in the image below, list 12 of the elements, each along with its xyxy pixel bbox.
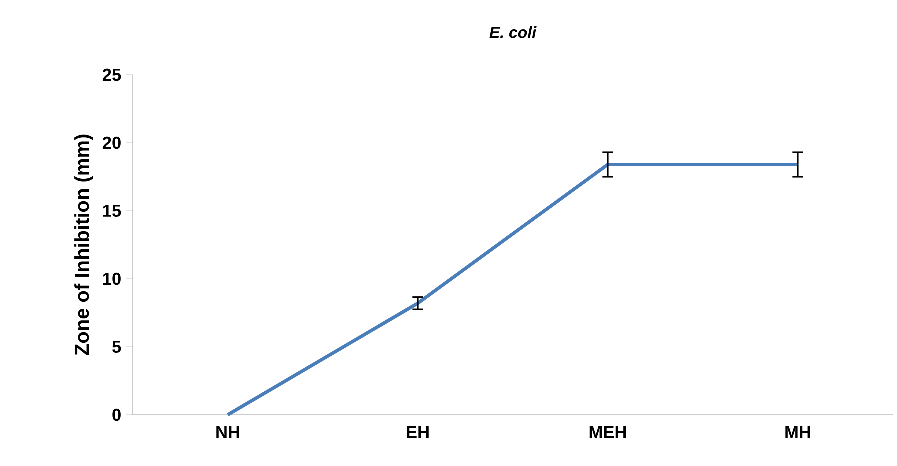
x-tick-label: EH (407, 426, 429, 438)
y-tick-label: 5 (112, 340, 122, 354)
x-tick-label: NH (216, 426, 240, 438)
y-tick-label: 25 (102, 68, 122, 82)
x-tick-label: MEH (590, 426, 626, 438)
x-tick-label: MH (786, 426, 810, 438)
chart-title: E. coli (490, 26, 537, 38)
y-axis-title: Zone of Inhibition (mm) (74, 134, 94, 356)
y-tick-label: 0 (112, 408, 121, 422)
y-tick-label: 10 (103, 272, 121, 286)
y-tick-label: 15 (103, 204, 122, 218)
y-tick-label: 20 (102, 136, 121, 150)
